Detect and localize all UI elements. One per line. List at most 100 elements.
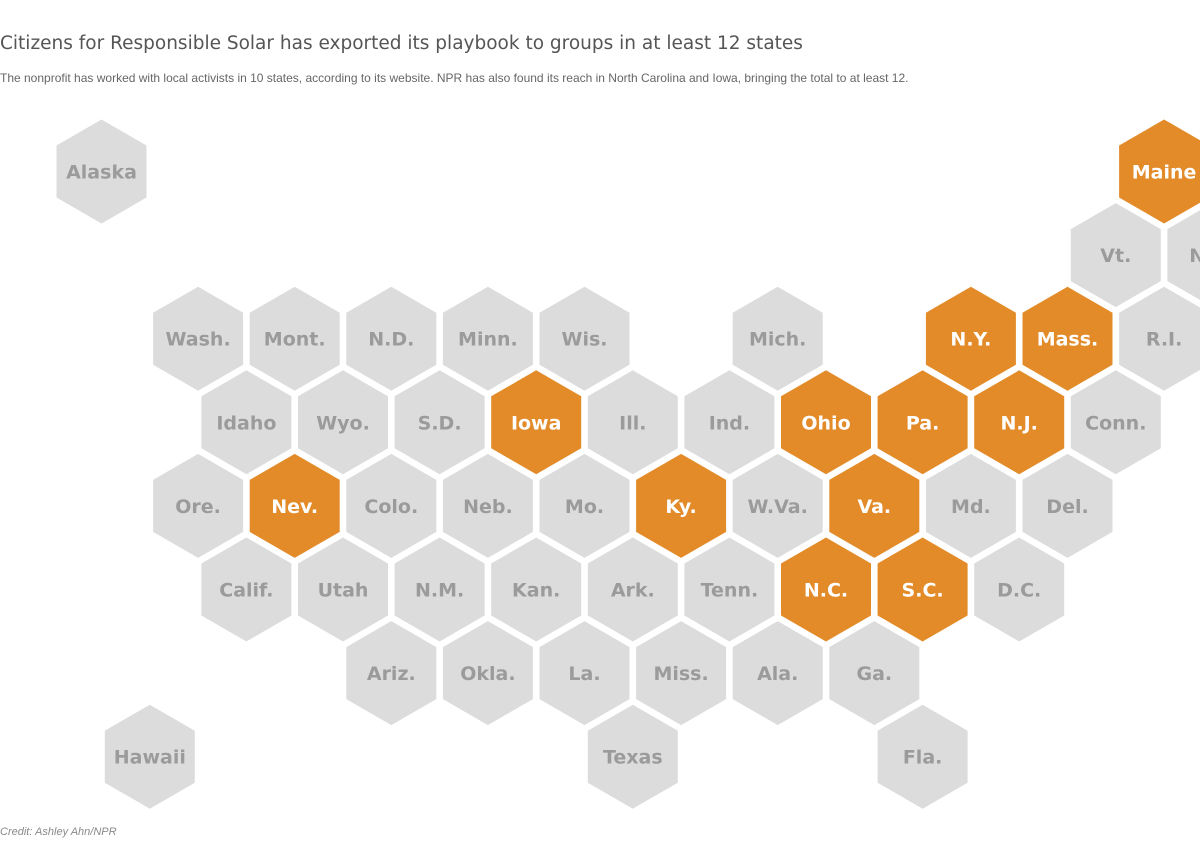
hex-tile [1119, 119, 1200, 224]
hex-tile [491, 370, 582, 475]
hex-tile [491, 537, 582, 642]
state-hex-colo: Colo. [346, 453, 437, 558]
state-hex-idaho: Idaho [201, 370, 292, 475]
state-hex-ga: Ga. [829, 621, 920, 726]
state-hex-md: Md. [925, 453, 1016, 558]
hex-tile [829, 453, 920, 558]
state-hex-conn: Conn. [1070, 370, 1161, 475]
hex-tile [877, 537, 968, 642]
credit-line: Credit: Ashley Ahn/NPR [0, 826, 117, 838]
state-hex-wis: Wis. [539, 286, 630, 391]
state-hex-miss: Miss. [636, 621, 727, 726]
hex-tile [684, 537, 775, 642]
state-hex-calif: Calif. [201, 537, 292, 642]
state-hex-mo: Mo. [539, 453, 630, 558]
hex-tile [587, 537, 678, 642]
state-hex-la: La. [539, 621, 630, 726]
state-hex-vt: Vt. [1070, 203, 1161, 308]
hex-tile [346, 286, 437, 391]
hex-tile [442, 286, 533, 391]
chart-title: Citizens for Responsible Solar has expor… [0, 33, 803, 54]
state-hex-fla: Fla. [877, 704, 968, 809]
hex-tile [442, 453, 533, 558]
state-hex-s-d: S.D. [394, 370, 485, 475]
hex-tile [636, 621, 727, 726]
hex-tile [346, 453, 437, 558]
state-hex-n-d: N.D. [346, 286, 437, 391]
hex-tile [974, 370, 1065, 475]
hex-tile [201, 537, 292, 642]
hex-tile [442, 621, 533, 726]
state-hex-ky: Ky. [636, 453, 727, 558]
state-hex-ill: Ill. [587, 370, 678, 475]
state-hex-va: Va. [829, 453, 920, 558]
hex-tile [636, 453, 727, 558]
chart-subtitle: The nonprofit has worked with local acti… [0, 71, 909, 85]
hex-tile [1070, 370, 1161, 475]
hex-tile [877, 704, 968, 809]
hex-tile [298, 370, 388, 475]
hex-tile [346, 621, 437, 726]
hex-tile [153, 453, 244, 558]
state-hex-okla: Okla. [442, 621, 533, 726]
hex-tile [1022, 286, 1113, 391]
hex-tile [829, 621, 920, 726]
hex-tile [732, 286, 823, 391]
state-hex-mont: Mont. [249, 286, 340, 391]
hex-tile [732, 621, 823, 726]
hex-tile [249, 453, 340, 558]
hex-tile [587, 704, 678, 809]
state-hex-ohio: Ohio [781, 370, 871, 475]
state-hex-mass: Mass. [1022, 286, 1113, 391]
hex-tile [201, 370, 292, 475]
hex-tile [153, 286, 244, 391]
hex-tile [539, 621, 630, 726]
state-hex-wyo: Wyo. [298, 370, 388, 475]
state-hex-n-c: N.C. [781, 537, 871, 642]
hex-tile [1119, 286, 1200, 391]
state-hex-maine: Maine [1119, 119, 1200, 224]
state-hex-r-i: R.I. [1119, 286, 1200, 391]
state-hex-ore: Ore. [153, 453, 244, 558]
state-hex-pa: Pa. [877, 370, 968, 475]
hex-tile [394, 537, 485, 642]
hex-tile [539, 453, 630, 558]
hex-tile [877, 370, 968, 475]
hex-tile [925, 453, 1016, 558]
hex-tile [539, 286, 630, 391]
state-hex-del: Del. [1022, 453, 1113, 558]
hex-tile [1022, 453, 1113, 558]
state-hex-n-y: N.Y. [925, 286, 1016, 391]
state-hex-ala: Ala. [732, 621, 823, 726]
state-hex-kan: Kan. [491, 537, 582, 642]
hex-tile [249, 286, 340, 391]
state-hex-minn: Minn. [442, 286, 533, 391]
hex-tile [394, 370, 485, 475]
state-hex-n-j: N.J. [974, 370, 1065, 475]
state-hex-mich: Mich. [732, 286, 823, 391]
state-hex-tenn: Tenn. [684, 537, 775, 642]
state-hex-iowa: Iowa [491, 370, 582, 475]
hex-tile [1070, 203, 1161, 308]
hex-tile [781, 370, 871, 475]
state-hex-alaska: Alaska [56, 119, 147, 224]
hex-tile [925, 286, 1016, 391]
hex-tile [56, 119, 147, 224]
state-hex-w-va: W.Va. [732, 453, 823, 558]
hex-tile [104, 704, 195, 809]
state-hex-nev: Nev. [249, 453, 340, 558]
state-hex-wash: Wash. [153, 286, 244, 391]
state-hex-ark: Ark. [587, 537, 678, 642]
state-hex-utah: Utah [298, 537, 388, 642]
state-hex-n-m: N.M. [394, 537, 485, 642]
state-hex-ind: Ind. [684, 370, 775, 475]
state-hex-ariz: Ariz. [346, 621, 437, 726]
hex-tile [587, 370, 678, 475]
hex-tile [684, 370, 775, 475]
hex-tile [781, 537, 871, 642]
state-hex-hawaii: Hawaii [104, 704, 195, 809]
state-hex-s-c: S.C. [877, 537, 968, 642]
state-hex-d-c: D.C. [974, 537, 1065, 642]
hex-tile [974, 537, 1065, 642]
hex-tile [298, 537, 388, 642]
